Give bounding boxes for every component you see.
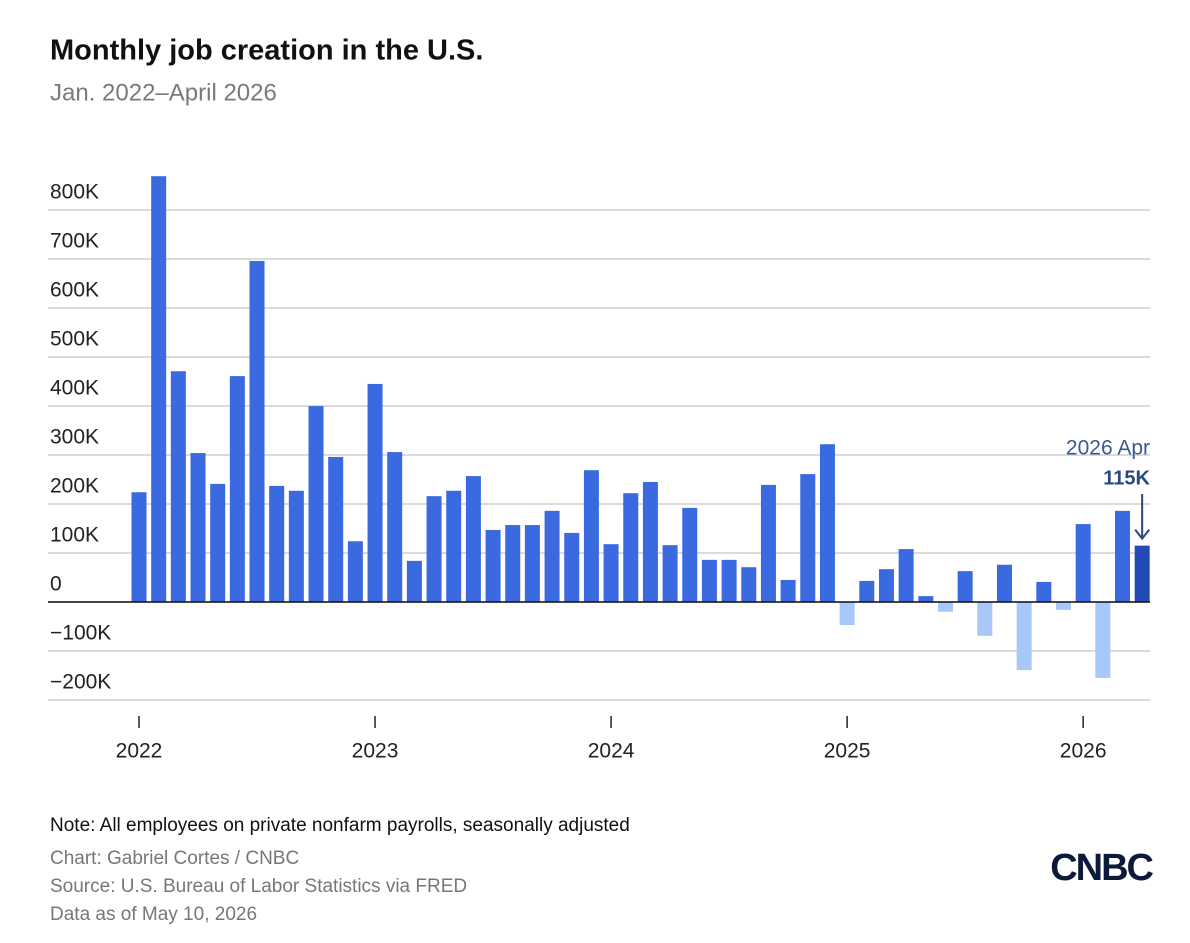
bar [229,376,245,602]
bar [564,532,580,602]
bar [780,579,796,602]
bar [878,569,894,602]
x-tick-label: 2024 [588,740,635,763]
y-tick-label: 700K [50,230,99,253]
bar [347,541,363,602]
bar [1115,510,1130,602]
bar [446,490,462,602]
bar [367,383,383,602]
bar [819,444,835,602]
bar [387,452,403,602]
bar [1055,602,1071,610]
bar [426,496,442,602]
bar [721,559,737,602]
x-tick-label: 2022 [116,740,163,763]
y-tick-label: 200K [50,475,99,498]
y-tick-label: 400K [50,377,99,400]
bar [583,470,599,602]
bar [406,560,422,602]
annotation-value: 115K [1103,467,1150,489]
bar [996,564,1012,602]
bar [249,260,265,602]
bar [623,493,639,602]
bar [1075,524,1091,602]
y-tick-label: 0 [50,573,62,596]
y-tick-label: 600K [50,279,99,302]
bar [701,559,717,602]
bar [288,490,304,602]
bar [1134,545,1150,602]
bar [465,476,481,602]
y-tick-label: 300K [50,426,99,449]
y-tick-label: −200K [50,671,111,694]
bar [603,544,619,602]
bar [918,596,934,602]
bar [544,510,560,602]
bar [1095,602,1111,678]
bar [839,602,855,626]
note: Note: All employees on private nonfarm p… [50,815,630,836]
bar [151,176,167,602]
bar [937,602,953,612]
bar [170,371,186,602]
bar [898,549,914,602]
annotation-text: 2026 Apr [1066,437,1150,460]
y-tick-label: 500K [50,328,99,351]
bar [131,492,147,602]
bar [957,571,973,602]
y-tick-label: 800K [50,181,99,204]
x-tick-label: 2025 [824,740,871,763]
x-tick-label: 2023 [352,740,399,763]
y-tick-label: −100K [50,622,111,645]
bar [760,484,776,602]
bar [800,474,816,602]
logo: CNBC [1050,847,1153,889]
bar [485,529,501,602]
bar [210,483,226,602]
bar [1036,581,1052,602]
bar [682,507,698,602]
bar [859,580,875,602]
chart-title: Monthly job creation in the U.S. [50,35,483,67]
bar [642,481,658,602]
bar [505,525,521,602]
bar [328,456,344,602]
bar [524,525,540,602]
chart-subtitle: Jan. 2022–April 2026 [50,79,277,106]
bar [1016,602,1032,671]
bar [308,406,324,602]
date: Data as of May 10, 2026 [50,904,257,925]
bar [269,485,285,602]
annotation-arrowhead [1134,529,1150,541]
bar [662,545,678,602]
y-tick-label: 100K [50,524,99,547]
x-tick-label: 2026 [1060,740,1107,763]
bar [977,602,993,636]
credit: Chart: Gabriel Cortes / CNBC [50,848,299,869]
source: Source: U.S. Bureau of Labor Statistics … [50,876,467,897]
bar [190,453,206,602]
bar [741,567,757,602]
